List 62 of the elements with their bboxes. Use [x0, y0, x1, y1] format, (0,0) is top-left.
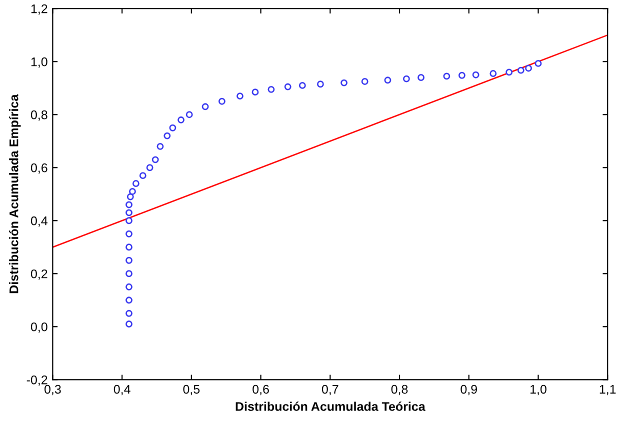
- point: [169, 124, 176, 132]
- y-tick-label: 0,4: [30, 216, 48, 227]
- point: [218, 98, 226, 105]
- point: [146, 164, 154, 172]
- y-tick-label: 0,6: [30, 163, 48, 174]
- point: [252, 88, 259, 96]
- point: [126, 320, 132, 328]
- y-tick-label: 1,2: [31, 4, 48, 15]
- point: [126, 217, 132, 224]
- x-tick-label: 0,7: [322, 384, 338, 396]
- y-tick-label: -0,2: [26, 375, 48, 386]
- point: [156, 142, 164, 150]
- x-tick-label: 1,1: [600, 384, 616, 396]
- point: [126, 209, 132, 216]
- point: [126, 230, 132, 238]
- point: [152, 156, 159, 164]
- x-tick-label: 0,3: [44, 384, 61, 396]
- point: [490, 70, 497, 77]
- point: [126, 244, 132, 251]
- point: [126, 310, 132, 317]
- point: [525, 64, 532, 72]
- point: [126, 256, 132, 264]
- point: [164, 132, 171, 140]
- point: [139, 172, 146, 180]
- point: [443, 72, 450, 80]
- point: [340, 79, 348, 86]
- point: [284, 83, 292, 90]
- point: [126, 201, 132, 208]
- y-tick-label: 0,8: [30, 110, 48, 121]
- point: [132, 180, 140, 187]
- point: [268, 86, 275, 93]
- point: [178, 116, 184, 124]
- y-axis-title: Distribución Acumulada Empírica: [8, 94, 21, 294]
- point: [126, 296, 132, 304]
- point: [202, 103, 209, 110]
- point: [298, 82, 306, 89]
- x-tick-label: 0,8: [391, 384, 408, 396]
- point: [534, 60, 542, 67]
- x-tick-label: 0,4: [114, 384, 130, 396]
- x-tick-label: 0,6: [252, 384, 269, 396]
- point: [236, 92, 244, 100]
- point: [402, 75, 410, 82]
- point: [316, 80, 324, 88]
- y-tick-label: 1,0: [31, 57, 48, 68]
- x-tick-label: 0,9: [460, 384, 477, 396]
- point: [517, 66, 524, 74]
- point: [126, 270, 132, 278]
- point: [418, 74, 424, 81]
- point: [126, 193, 134, 200]
- x-axis-title: Distribución Acumulada Teórica: [236, 402, 426, 411]
- point: [472, 71, 480, 78]
- point: [128, 188, 136, 195]
- x-tick-label: 1,0: [530, 384, 546, 396]
- point: [384, 76, 392, 84]
- point: [458, 72, 466, 79]
- point: [126, 283, 132, 290]
- point: [361, 78, 368, 85]
- y-tick-label: 0,2: [30, 269, 48, 280]
- y-tick-label: 0,0: [30, 322, 48, 333]
- point: [506, 68, 513, 76]
- point: [186, 111, 193, 118]
- x-tick-label: 0,5: [183, 384, 200, 396]
